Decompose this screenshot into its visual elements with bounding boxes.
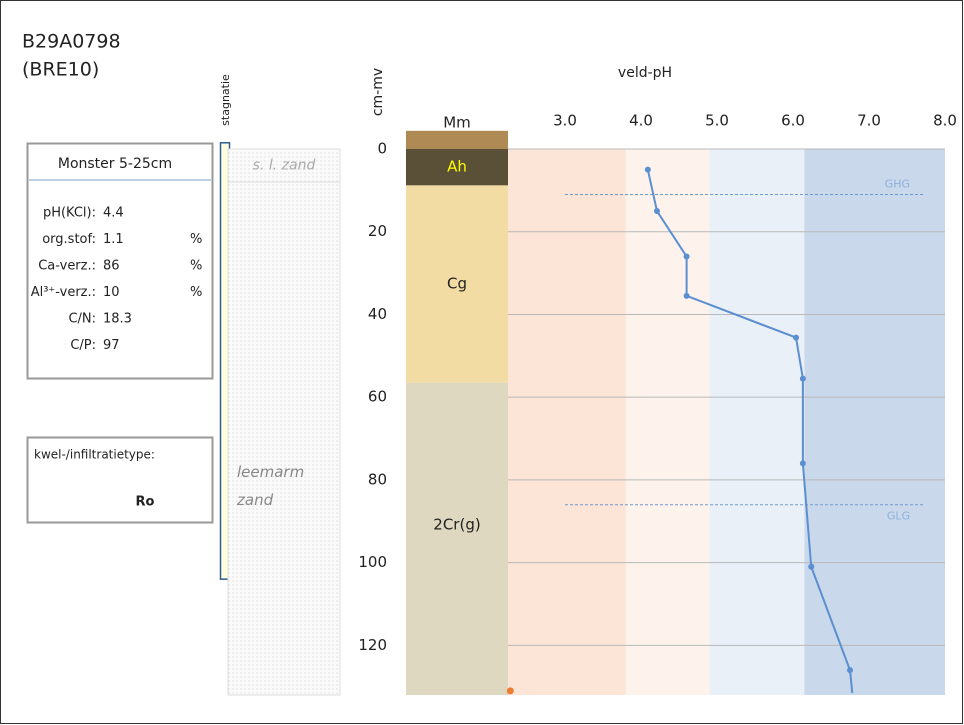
point (507, 687, 514, 694)
x-tick-label: 5.0 (705, 112, 729, 130)
horizon (406, 131, 508, 149)
x-tick-label: 3.0 (553, 112, 577, 130)
ph-band (626, 149, 710, 695)
seepage-label: kwel-/infiltratietype: (34, 448, 155, 462)
y-tick-label: 120 (358, 636, 387, 654)
horizon-label: Cg (447, 275, 467, 293)
y-tick-label: 80 (368, 470, 387, 488)
row-label: org.stof: (42, 232, 96, 247)
texture-layer (228, 182, 340, 695)
row-label: Al³⁺-verz.: (31, 285, 96, 300)
stagnation-label: stagnatie (219, 74, 232, 126)
seepage-value: Ro (136, 495, 155, 510)
ph-marker (654, 208, 660, 214)
row-value: 97 (103, 338, 120, 353)
horizon-label: Ah (447, 158, 467, 176)
ph-marker (808, 564, 814, 570)
row-value: 18.3 (103, 312, 132, 327)
row-unit: % (190, 285, 202, 300)
row-label: C/N: (68, 312, 96, 327)
ph-marker (684, 254, 690, 260)
texture-label: s. l. zand (253, 158, 316, 174)
reference-label: GHG (885, 178, 910, 191)
horizon (406, 383, 508, 695)
row-value: 10 (103, 285, 120, 300)
reference-label: GLG (887, 510, 910, 523)
row-value: 4.4 (103, 206, 124, 221)
row-label: Ca-verz.: (38, 259, 96, 274)
y-tick-label: 20 (368, 222, 387, 240)
y-axis-label: cm-mv (370, 68, 386, 116)
page: B29A0798 (BRE10) Monster 5-25cm kwel-/in… (0, 0, 964, 725)
y-tick-label: 0 (377, 140, 387, 158)
row-value: 86 (103, 259, 120, 274)
y-tick-label: 100 (358, 553, 387, 571)
y-tick-label: 60 (368, 388, 387, 406)
x-tick-label: 6.0 (781, 112, 805, 130)
row-label: C/P: (70, 338, 96, 353)
horizon-label: Mm (443, 113, 471, 131)
profile-code: (BRE10) (22, 59, 99, 81)
ph-marker (684, 293, 690, 299)
ph-band (508, 149, 626, 695)
row-unit: % (190, 259, 202, 274)
x-axis-label: veld-pH (618, 65, 672, 81)
row-value: 1.1 (103, 232, 124, 247)
ph-marker (847, 667, 853, 673)
profile-id: B29A0798 (22, 31, 121, 53)
x-tick-label: 8.0 (933, 112, 957, 130)
ph-marker (793, 335, 799, 341)
ph-band (804, 149, 945, 695)
x-tick-label: 7.0 (857, 112, 881, 130)
ph-marker (800, 460, 806, 466)
horizon-label: 2Cr(g) (433, 516, 480, 534)
row-label: pH(KCl): (43, 206, 96, 221)
x-tick-label: 4.0 (629, 112, 653, 130)
ph-marker (800, 376, 806, 382)
ph-band (709, 149, 804, 695)
ph-marker (645, 167, 651, 173)
sample-title: Monster 5-25cm (58, 156, 172, 172)
row-unit: % (190, 232, 202, 247)
y-tick-label: 40 (368, 305, 387, 323)
